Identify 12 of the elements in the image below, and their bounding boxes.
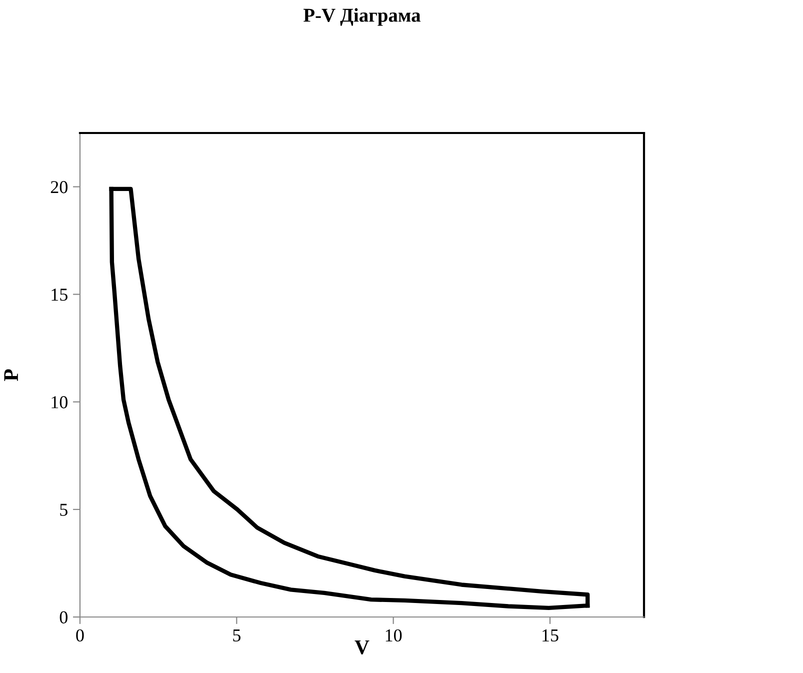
x-tick-label: 0 [76, 629, 84, 642]
y-tick-label: 5 [60, 504, 68, 516]
y-axis-title: P [4, 369, 18, 382]
x-axis-title: V [354, 640, 370, 654]
x-tick-label: 10 [386, 629, 402, 642]
y-tick-label: 20 [50, 181, 68, 194]
y-tick-label: 0 [60, 611, 68, 624]
x-tick-label: 15 [542, 629, 558, 642]
y-tick-label: 15 [52, 288, 68, 301]
y-tick-label: 10 [52, 396, 68, 408]
x-tick-label: 5 [233, 630, 240, 642]
chart-title: P-V Діаграма [304, 8, 421, 26]
